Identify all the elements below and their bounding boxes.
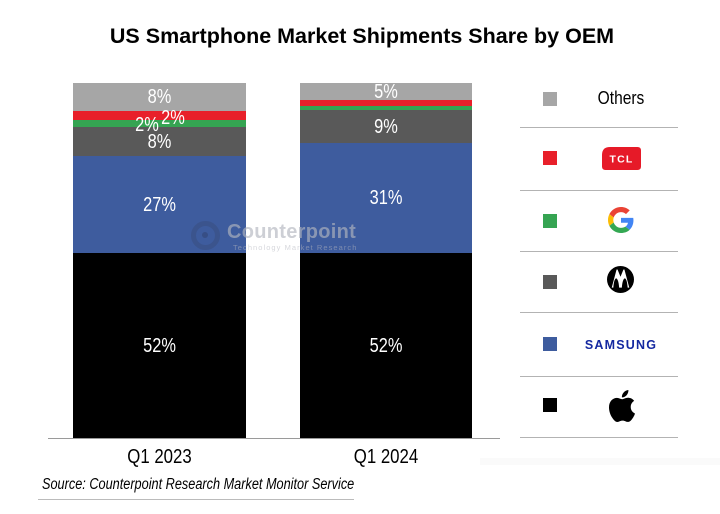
svg-text:TCL: TCL [609, 154, 633, 166]
